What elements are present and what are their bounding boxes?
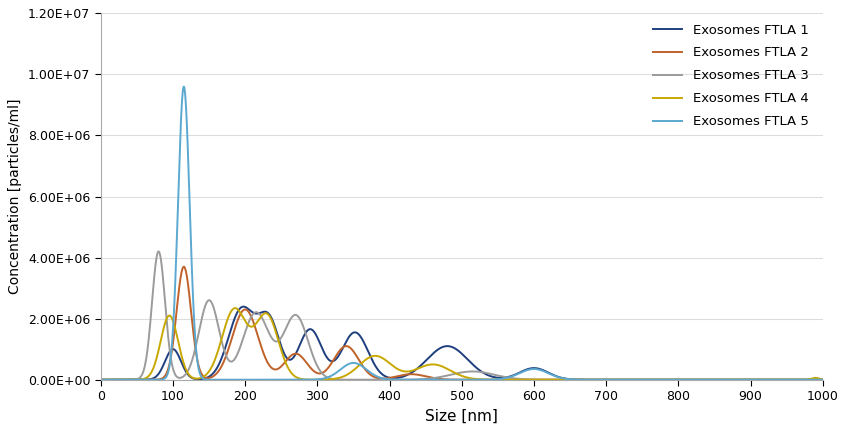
Exosomes FTLA 1 (804, 377, 814, 382)
Legend: Exosomes FTLA 1, Exosomes FTLA 2, Exosomes FTLA 3, Exosomes FTLA 4, Exosomes FTL: Exosomes FTLA 1, Exosomes FTLA 2, Exosom… (653, 24, 809, 128)
Exosomes FTLA 5 (178, 86, 188, 91)
Exosomes FTLA 4 (96, 377, 106, 382)
Exosomes FTLA 3 (153, 249, 163, 254)
Exosomes FTLA 4 (817, 377, 828, 382)
Exosomes FTLA 1 (373, 367, 383, 372)
Exosomes FTLA 3 (373, 377, 383, 382)
Exosomes FTLA 4 (230, 305, 241, 311)
Exosomes FTLA 2 (179, 264, 189, 269)
Line: Exosomes FTLA 2: Exosomes FTLA 2 (101, 267, 822, 380)
Exosomes FTLA 5 (404, 377, 414, 382)
Exosomes FTLA 4 (178, 359, 188, 364)
Exosomes FTLA 3 (221, 353, 231, 359)
Line: Exosomes FTLA 5: Exosomes FTLA 5 (101, 86, 822, 380)
Y-axis label: Concentration [particles/ml]: Concentration [particles/ml] (8, 99, 22, 294)
X-axis label: Size [nm]: Size [nm] (425, 409, 498, 424)
Exosomes FTLA 1 (239, 304, 249, 309)
Exosomes FTLA 2 (726, 377, 736, 382)
Exosomes FTLA 3 (761, 377, 772, 382)
Exosomes FTLA 3 (726, 377, 736, 382)
Line: Exosomes FTLA 1: Exosomes FTLA 1 (101, 307, 822, 380)
Exosomes FTLA 5 (96, 377, 106, 382)
Exosomes FTLA 2 (817, 377, 828, 382)
Exosomes FTLA 2 (804, 377, 814, 382)
Exosomes FTLA 2 (221, 353, 231, 358)
Exosomes FTLA 5 (221, 377, 231, 382)
Exosomes FTLA 1 (221, 343, 231, 348)
Exosomes FTLA 4 (404, 369, 414, 374)
Line: Exosomes FTLA 4: Exosomes FTLA 4 (101, 308, 822, 380)
Exosomes FTLA 1 (404, 372, 414, 377)
Exosomes FTLA 2 (178, 265, 188, 270)
Exosomes FTLA 4 (373, 353, 383, 359)
Exosomes FTLA 3 (404, 377, 414, 382)
Exosomes FTLA 3 (96, 377, 106, 382)
Exosomes FTLA 3 (817, 377, 828, 382)
Exosomes FTLA 5 (817, 377, 828, 382)
Exosomes FTLA 5 (373, 374, 383, 379)
Line: Exosomes FTLA 3: Exosomes FTLA 3 (101, 251, 822, 380)
Exosomes FTLA 4 (804, 377, 814, 382)
Exosomes FTLA 3 (178, 374, 188, 379)
Exosomes FTLA 2 (404, 372, 414, 377)
Exosomes FTLA 3 (804, 377, 814, 382)
Exosomes FTLA 5 (726, 377, 736, 382)
Exosomes FTLA 5 (804, 377, 814, 382)
Exosomes FTLA 2 (96, 377, 106, 382)
Exosomes FTLA 1 (96, 377, 106, 382)
Exosomes FTLA 4 (726, 377, 736, 382)
Exosomes FTLA 4 (221, 321, 231, 327)
Exosomes FTLA 4 (745, 377, 755, 382)
Exosomes FTLA 5 (179, 84, 189, 89)
Exosomes FTLA 2 (373, 375, 383, 381)
Exosomes FTLA 1 (817, 377, 828, 382)
Exosomes FTLA 1 (178, 364, 188, 369)
Exosomes FTLA 1 (726, 377, 736, 382)
